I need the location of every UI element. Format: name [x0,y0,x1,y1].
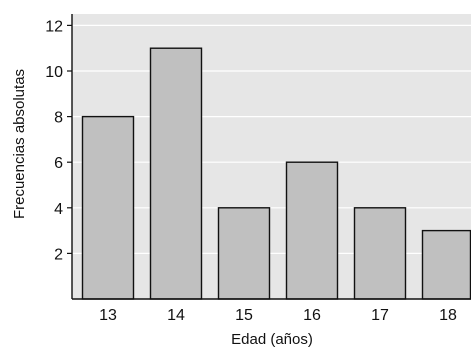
y-axis-title: Frecuencias absolutas [11,69,28,219]
x-tick-label: 14 [167,307,185,324]
x-tick-label: 18 [439,307,457,324]
x-axis-title: Edad (años) [231,331,313,348]
y-tick-label: 4 [54,201,63,218]
y-tick-labels: 2 4 6 8 10 12 [45,18,72,263]
y-tick-label: 6 [54,155,63,172]
bar-16 [285,161,339,300]
bar-15 [217,207,271,300]
y-tick-label: 10 [45,64,63,81]
y-tick-label: 8 [54,110,63,127]
x-tick-label: 16 [303,307,321,324]
bar-17 [353,207,407,300]
y-tick-label: 2 [54,246,63,263]
x-tick-label: 13 [99,307,117,324]
bar-13 [81,115,135,300]
bars [81,47,471,300]
x-tick-label: 17 [371,307,389,324]
y-tick-label: 12 [45,18,63,35]
grid-lines [72,24,471,254]
x-tick-label: 15 [235,307,253,324]
axes [71,14,471,300]
x-tick-labels: 13 14 15 16 17 18 [99,307,457,324]
bar-14 [149,47,203,300]
bar-18 [421,229,471,300]
